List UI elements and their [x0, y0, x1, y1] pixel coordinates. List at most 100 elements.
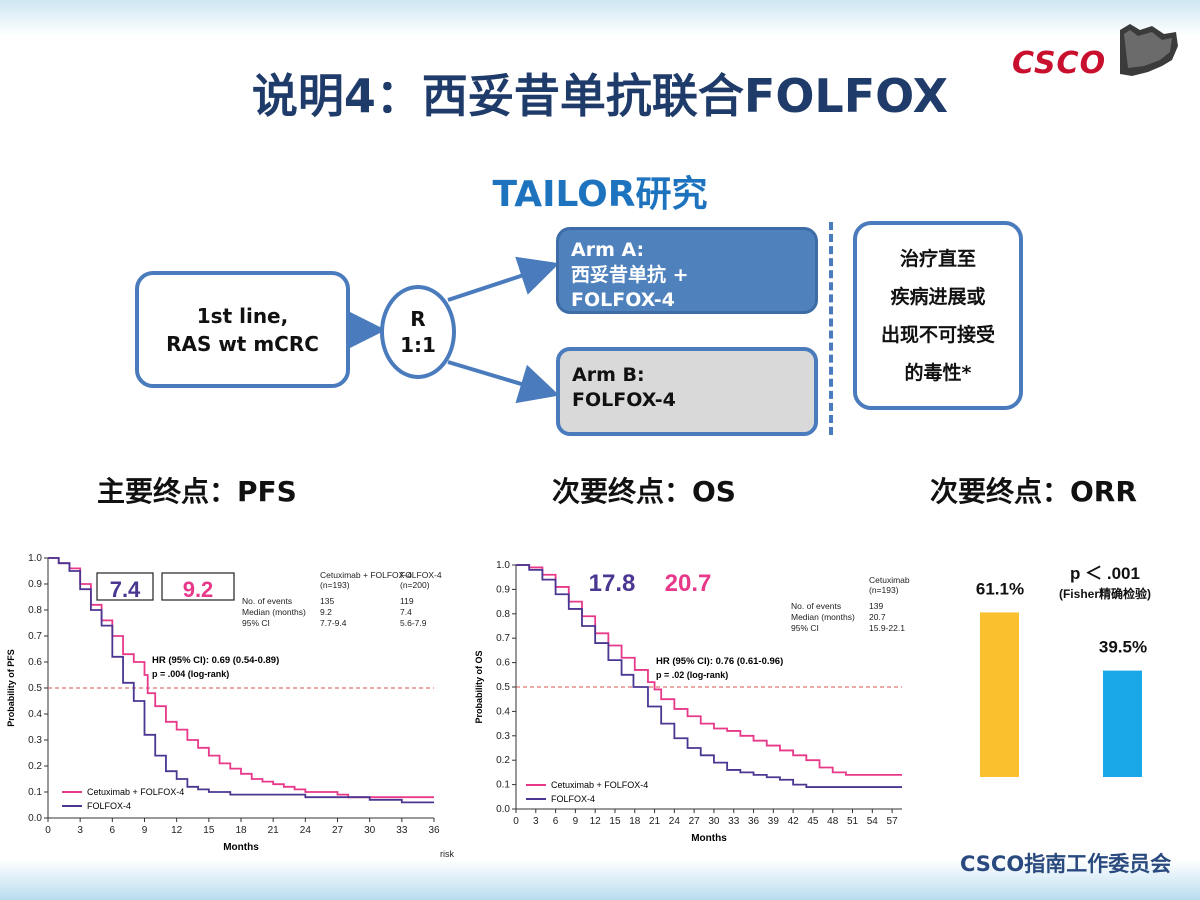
- x-tick-label: 51: [847, 816, 859, 827]
- x-axis-label: Months: [223, 842, 259, 853]
- arrow-to-arm-a: [447, 256, 560, 302]
- y-tick-label: 0.8: [28, 605, 42, 616]
- y-tick-label: 0.3: [496, 731, 510, 742]
- median-value: 9.2: [183, 577, 214, 602]
- x-tick-label: 48: [827, 816, 839, 827]
- x-axis-label: Months: [691, 833, 727, 844]
- treat-line-2: 疾病进展或: [890, 285, 986, 308]
- table-cell: 15.9-22.1: [869, 623, 905, 633]
- x-tick-label: 15: [609, 816, 621, 827]
- x-tick-label: 57: [887, 816, 899, 827]
- y-tick-label: 0.1: [28, 787, 42, 798]
- arm-a-box: Arm A: 西妥昔单抗 + FOLFOX-4: [556, 227, 818, 314]
- slide-title: 说明4：西妥昔单抗联合FOLFOX: [251, 69, 949, 123]
- y-tick-label: 0.2: [28, 761, 42, 772]
- footer-org: CSCO指南工作委员会: [960, 852, 1172, 876]
- table-cell: 9.2: [320, 607, 332, 617]
- table-cell: 7.7-9.4: [320, 618, 347, 628]
- x-tick-label: 33: [396, 825, 408, 836]
- rand-ratio: 1:1: [400, 333, 436, 357]
- arrow-to-arm-b: [447, 360, 560, 404]
- arm-a-line-2: 西妥昔单抗 +: [571, 264, 689, 286]
- design-arrows: [346, 256, 560, 404]
- csco-logo: CSCO: [1012, 16, 1180, 86]
- table-cell: 5.6-7.9: [400, 618, 427, 628]
- table-header: (n=200): [400, 580, 430, 590]
- great-wall-icon: [1120, 24, 1178, 76]
- x-tick-label: 42: [788, 816, 800, 827]
- table-header: Cetuximab + FOLFOX-4: [869, 575, 910, 585]
- arm-b-line-1: Arm B:: [572, 364, 645, 386]
- x-tick-label: 0: [45, 825, 51, 836]
- x-tick-label: 9: [573, 816, 579, 827]
- table-cell: 7.4: [400, 607, 412, 617]
- table-cell: 135: [320, 596, 334, 606]
- arm-a-line-3: FOLFOX-4: [571, 289, 675, 311]
- km-curve-folfox: [48, 557, 434, 804]
- arm-a-line-1: Arm A:: [571, 239, 645, 261]
- pfs-heading: 主要终点：PFS: [97, 475, 297, 508]
- p-value: p = .02 (log-rank): [656, 670, 728, 680]
- p-value: p = .004 (log-rank): [152, 669, 229, 679]
- x-tick-label: 6: [110, 825, 116, 836]
- median-box: [96, 572, 154, 601]
- legend-label: FOLFOX-4: [87, 801, 131, 811]
- top-gradient: [0, 0, 1200, 36]
- table-cell: No. of events: [242, 596, 292, 606]
- legend-label: FOLFOX-4: [551, 794, 595, 804]
- arm-b-box: Arm B: FOLFOX-4: [556, 347, 818, 436]
- orr-p-value: p ＜ .001: [1070, 564, 1140, 583]
- treat-line-1: 治疗直至: [899, 247, 976, 270]
- table-cell: 95% CI: [791, 623, 819, 633]
- x-tick-label: 3: [533, 816, 539, 827]
- table-cell: 95% CI: [242, 618, 270, 628]
- x-tick-label: 18: [629, 816, 641, 827]
- arm-b-line-2: FOLFOX-4: [572, 389, 676, 411]
- x-tick-label: 36: [428, 825, 440, 836]
- y-tick-label: 0.0: [496, 804, 510, 815]
- table-header: FOLFOX-4: [400, 570, 442, 580]
- y-axis-label: Probability of PFS: [6, 649, 16, 727]
- median-value: 7.4: [110, 577, 141, 602]
- treat-line-3: 出现不可接受: [880, 323, 995, 346]
- y-tick-label: 0.5: [28, 683, 42, 694]
- median-value: 20.7: [665, 570, 712, 597]
- y-axis-label: Probability of OS: [474, 650, 484, 723]
- y-tick-label: 0.3: [28, 735, 42, 746]
- x-tick-label: 33: [728, 816, 740, 827]
- y-tick-label: 0.2: [496, 755, 510, 766]
- x-tick-label: 3: [77, 825, 83, 836]
- randomization-circle: R 1:1: [380, 285, 456, 379]
- x-tick-label: 39: [768, 816, 780, 827]
- median-value: 17.8: [589, 570, 636, 597]
- table-header: (n=193): [869, 585, 899, 595]
- x-tick-label: 18: [235, 825, 247, 836]
- orr-value-label: 39.5%: [1099, 638, 1147, 657]
- y-tick-label: 0.7: [496, 633, 510, 644]
- hazard-ratio: HR (95% CI): 0.69 (0.54-0.89): [152, 655, 279, 666]
- x-tick-label: 12: [590, 816, 602, 827]
- y-tick-label: 0.9: [28, 579, 42, 590]
- pfs-chart: 0.00.10.20.30.40.50.60.70.80.91.00 3 6 9 12 1…: [6, 553, 454, 859]
- study-name: TAILOR研究: [492, 174, 708, 215]
- y-tick-label: 0.1: [496, 780, 510, 791]
- y-tick-label: 0.7: [28, 631, 42, 642]
- table-cell: Median (months): [791, 612, 855, 622]
- y-tick-label: 0.6: [28, 657, 42, 668]
- table-cell: 20.7: [869, 612, 886, 622]
- median-box: [161, 572, 235, 601]
- orr-bar: [1103, 670, 1142, 777]
- legend-label: Cetuximab + FOLFOX-4: [551, 780, 648, 790]
- table-cell: 139: [869, 601, 883, 611]
- bottom-gradient: [0, 860, 1200, 900]
- treat-line-4: 的毒性*: [904, 361, 972, 384]
- orr-chart: 61.1% 39.5% p ＜ .001 (Fisher精确检验): [976, 564, 1151, 777]
- y-tick-label: 0.4: [496, 706, 510, 717]
- x-tick-label: 54: [867, 816, 879, 827]
- os-heading: 次要终点：OS: [552, 475, 736, 508]
- rand-label: R: [410, 307, 426, 331]
- x-tick-label: 12: [171, 825, 183, 836]
- y-tick-label: 0.5: [496, 682, 510, 693]
- table-header: Cetuximab + FOLFOX-4: [320, 570, 412, 580]
- orr-p-note: (Fisher精确检验): [1059, 586, 1151, 601]
